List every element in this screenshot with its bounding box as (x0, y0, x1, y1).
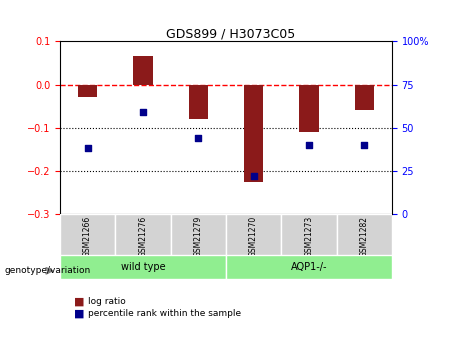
FancyBboxPatch shape (281, 214, 337, 255)
Bar (244, 85, 263, 181)
Bar (78, 85, 97, 97)
Text: ■: ■ (74, 309, 84, 319)
Point (139, 109, 147, 115)
Point (305, 142, 313, 148)
Point (250, 173, 257, 179)
Text: ■: ■ (74, 297, 84, 307)
Point (195, 135, 202, 141)
Point (84, 146, 91, 151)
Text: GSM21273: GSM21273 (304, 216, 313, 257)
Bar (189, 85, 208, 119)
FancyBboxPatch shape (115, 214, 171, 255)
Text: AQP1-/-: AQP1-/- (290, 263, 327, 272)
Text: percentile rank within the sample: percentile rank within the sample (88, 309, 241, 318)
FancyBboxPatch shape (60, 255, 226, 279)
Text: GSM21279: GSM21279 (194, 216, 203, 257)
Bar (355, 85, 374, 110)
FancyBboxPatch shape (226, 255, 392, 279)
Bar (133, 57, 153, 85)
Text: GSM21270: GSM21270 (249, 216, 258, 257)
Text: log ratio: log ratio (88, 297, 125, 306)
FancyBboxPatch shape (60, 214, 115, 255)
Text: GSM21266: GSM21266 (83, 216, 92, 257)
Text: wild type: wild type (121, 263, 165, 272)
Text: GSM21282: GSM21282 (360, 216, 369, 257)
Text: GDS899 / H3073C05: GDS899 / H3073C05 (166, 28, 295, 41)
FancyBboxPatch shape (337, 214, 392, 255)
Text: GSM21276: GSM21276 (138, 216, 148, 257)
FancyBboxPatch shape (171, 214, 226, 255)
FancyBboxPatch shape (226, 214, 281, 255)
Point (361, 142, 368, 148)
Text: genotype/variation: genotype/variation (5, 266, 91, 275)
Bar (299, 85, 319, 132)
